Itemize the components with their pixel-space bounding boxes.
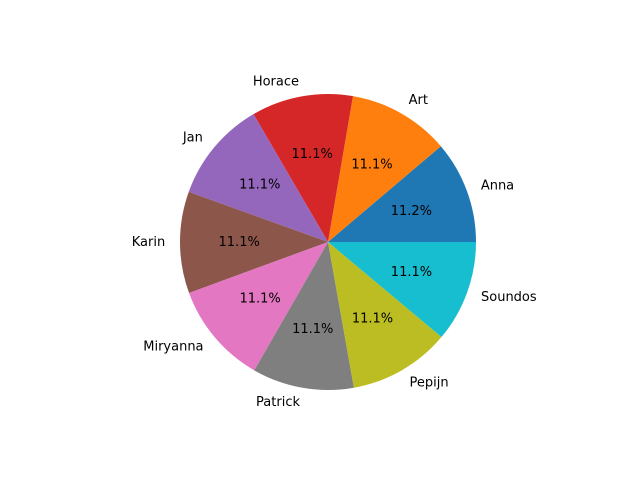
slice-label-karin: Karin (132, 235, 165, 250)
pie-slice-horace (253, 94, 353, 242)
slice-label-miryanna: Miryanna (143, 339, 203, 354)
slice-label-patrick: Patrick (256, 395, 300, 410)
pct-label-patrick: 11.1% (292, 322, 333, 337)
slice-label-soundos: Soundos (481, 290, 537, 305)
pct-label-pepijn: 11.1% (352, 311, 393, 326)
pct-label-horace: 11.1% (292, 147, 333, 162)
pct-label-art: 11.1% (351, 157, 392, 172)
pct-label-anna: 11.2% (391, 204, 432, 219)
pie-slice-soundos (328, 242, 476, 338)
labels-layer: 11.2% Anna 11.1% Art 11.1% Horace 11.1% Jan 11.1… (132, 74, 537, 410)
pct-label-jan: 11.1% (239, 178, 280, 193)
pct-label-soundos: 11.1% (391, 265, 432, 280)
slice-label-pepijn: Pepijn (410, 375, 449, 390)
pie-slice-pepijn (328, 242, 442, 388)
slice-label-anna: Anna (481, 178, 514, 193)
pie-slice-art (328, 96, 441, 242)
slices-layer (179, 94, 476, 390)
slice-label-jan: Jan (182, 130, 203, 145)
pct-label-miryanna: 11.1% (239, 292, 280, 307)
slice-label-art: Art (409, 93, 428, 108)
pie-slice-karin (179, 191, 328, 294)
pie-slice-patrick (254, 242, 354, 390)
pct-label-karin: 11.1% (219, 235, 260, 250)
pie-slice-miryanna (189, 242, 328, 371)
slice-label-horace: Horace (253, 74, 299, 89)
pie-slice-jan (188, 114, 328, 242)
pie-slice-anna (328, 146, 476, 242)
